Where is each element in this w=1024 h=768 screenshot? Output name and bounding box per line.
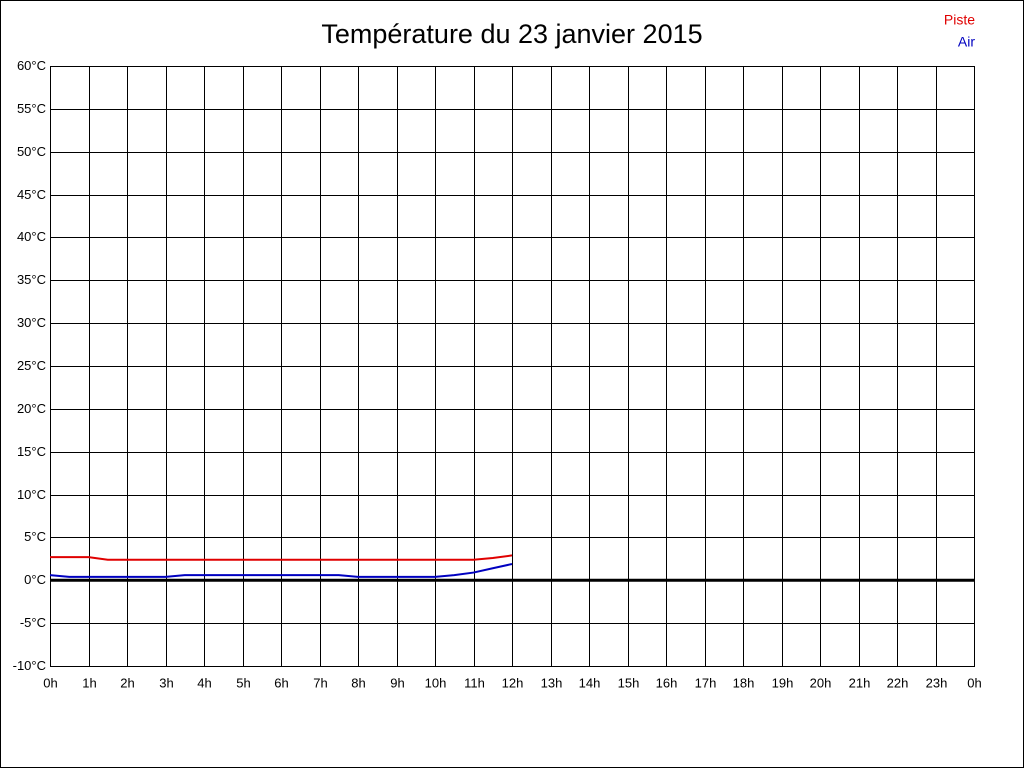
- x-tick-label: 13h: [541, 675, 563, 690]
- x-tick-label: 18h: [733, 675, 755, 690]
- y-tick-label: 40°C: [17, 229, 46, 244]
- x-tick-label: 21h: [849, 675, 871, 690]
- y-tick-label: 35°C: [17, 272, 46, 287]
- y-tick-label: 50°C: [17, 144, 46, 159]
- y-tick-label: 55°C: [17, 101, 46, 116]
- y-tick-label: -10°C: [13, 658, 46, 673]
- x-tick-label: 20h: [810, 675, 832, 690]
- x-tick-label: 12h: [502, 675, 524, 690]
- x-tick-label: 22h: [887, 675, 909, 690]
- y-tick-label: 10°C: [17, 487, 46, 502]
- y-tick-label: 30°C: [17, 315, 46, 330]
- legend-label: Air: [958, 34, 975, 50]
- y-tick-label: 25°C: [17, 358, 46, 373]
- x-tick-label: 4h: [197, 675, 211, 690]
- x-tick-label: 19h: [772, 675, 794, 690]
- y-tick-label: 20°C: [17, 401, 46, 416]
- x-tick-label: 9h: [390, 675, 404, 690]
- series-line: [49, 563, 513, 578]
- x-tick-label: 5h: [236, 675, 250, 690]
- y-tick-label: 15°C: [17, 444, 46, 459]
- x-tick-label: 3h: [159, 675, 173, 690]
- series-line: [50, 554, 513, 561]
- x-tick-label: 11h: [464, 675, 485, 690]
- x-tick-label: 0h: [43, 675, 57, 690]
- y-tick-label: 5°C: [24, 529, 46, 544]
- x-tick-label: 16h: [656, 675, 678, 690]
- y-tick-label: 0°C: [24, 572, 46, 587]
- x-tick-label: 14h: [579, 675, 601, 690]
- x-tick-label: 17h: [695, 675, 717, 690]
- legend-label: Piste: [944, 12, 975, 28]
- y-tick-label: 60°C: [17, 58, 46, 73]
- y-tick-label: -5°C: [20, 615, 46, 630]
- x-tick-label: 23h: [926, 675, 948, 690]
- x-tick-label: 2h: [120, 675, 134, 690]
- x-tick-label: 15h: [618, 675, 640, 690]
- chart-title: Température du 23 janvier 2015: [321, 19, 702, 49]
- x-tick-label: 8h: [351, 675, 365, 690]
- x-tick-label: 6h: [274, 675, 288, 690]
- y-tick-label: 45°C: [17, 187, 46, 202]
- x-tick-label: 7h: [313, 675, 327, 690]
- x-tick-label: 10h: [425, 675, 447, 690]
- x-tick-label: 0h: [967, 675, 981, 690]
- x-tick-label: 1h: [82, 675, 96, 690]
